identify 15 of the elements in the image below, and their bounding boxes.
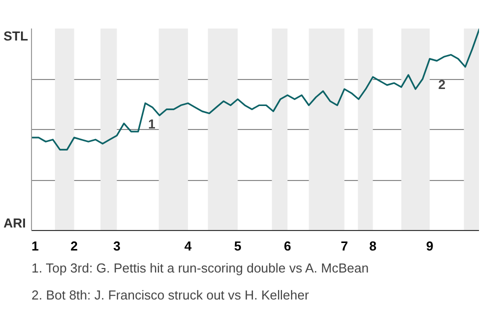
x-tick-label: 5 <box>234 238 242 254</box>
annotation: 1 <box>148 116 156 132</box>
annotation: 2 <box>438 77 446 92</box>
x-tick-label: 1 <box>32 238 39 254</box>
x-tick-label: 6 <box>284 238 292 254</box>
x-tick-label: 7 <box>340 238 348 254</box>
x-tick-label: 4 <box>184 238 192 254</box>
x-tick-label: 3 <box>113 238 120 254</box>
text: ARI <box>4 216 26 230</box>
x-tick-label: 9 <box>426 238 434 254</box>
text: STL <box>4 28 28 44</box>
x-tick-label: 8 <box>369 238 376 254</box>
text: 2. Bot 8th: J. Francisco struck out vs H. Kelleher <box>32 288 310 302</box>
text: 1. Top 3rd: G. Pettis hit a run-scoring double vs A. McBean <box>32 260 369 276</box>
x-tick-label: 2 <box>70 238 78 254</box>
